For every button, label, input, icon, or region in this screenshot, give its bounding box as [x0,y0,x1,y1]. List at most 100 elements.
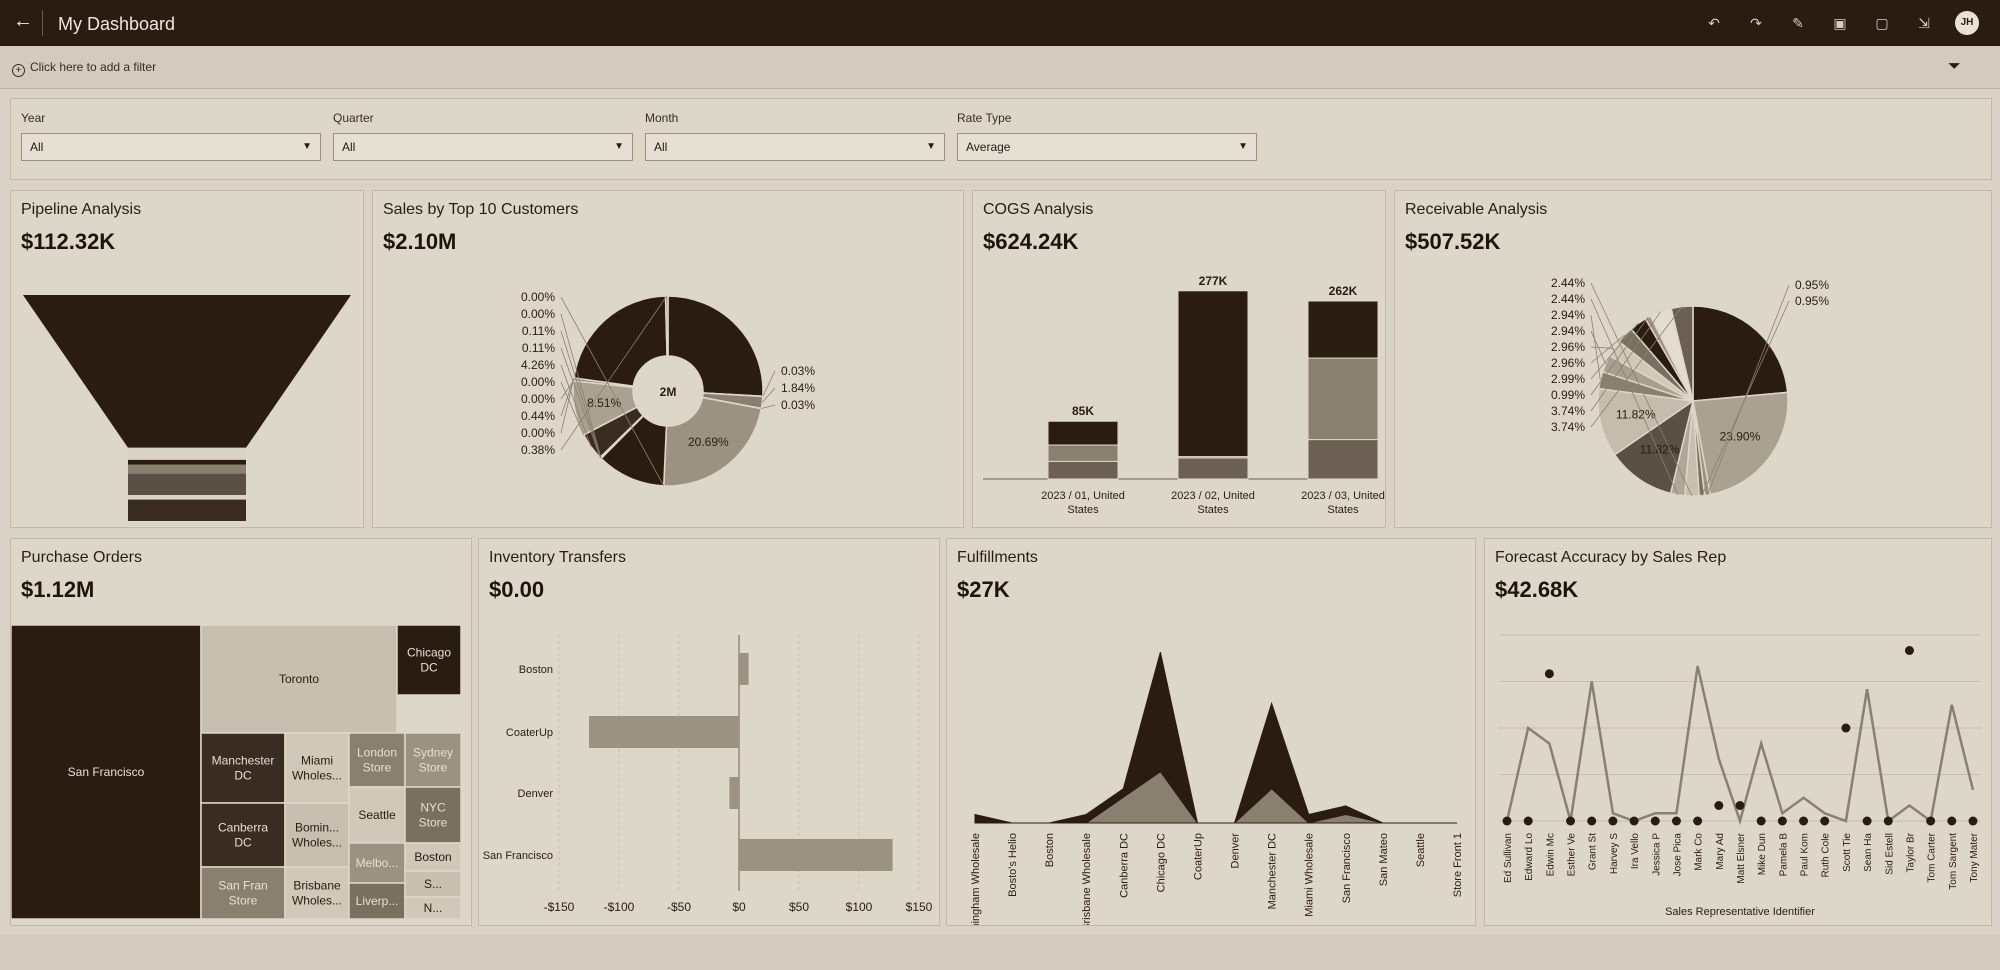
treemap-label: Bomin... [295,821,339,835]
tile-pipeline-analysis[interactable]: Pipeline Analysis $112.32K [10,190,364,528]
tile-inventory-transfers[interactable]: Inventory Transfers $0.00 -$150 -$100 -$50… [478,538,940,926]
tile-sales-top-customers[interactable]: Sales by Top 10 Customers $2.10M 23.55% 2… [372,190,964,528]
prompt-rate-type: Rate Type Average ▼ [957,111,1257,161]
data-point [1671,816,1681,826]
add-filter-link[interactable]: + Click here to add a filter [12,60,156,77]
funnel-stage [23,295,351,448]
x-tick-label: Mike Dun [1757,833,1768,875]
chevron-down-icon: ▼ [926,141,936,152]
rate-type-select[interactable]: Average ▼ [957,133,1257,161]
leader-line [761,404,776,409]
forecast-line-chart: Ed Sullivan Edward Lo Edwin Mc Esther Ve Gra… [1499,634,1981,918]
treemap-cell [200,866,286,920]
slice-label: 0.03% [781,398,815,412]
x-tick-label: Sean Ha [1863,833,1874,872]
tile-value: $27K [957,577,1010,602]
treemap-label: Canberra [218,821,268,835]
tile-value: $1.12M [21,577,95,602]
tile-forecast-accuracy[interactable]: Forecast Accuracy by Sales Rep $42.68K E… [1484,538,1992,926]
area-series [975,771,1457,824]
x-tick-label: Bosto's Helio [1007,833,1019,897]
tile-receivable-analysis[interactable]: Receivable Analysis $507.52K 23.90% 23.90… [1394,190,1992,528]
x-tick-label: Tom Sargent [1948,833,1959,890]
tile-cogs-analysis[interactable]: COGS Analysis $624.24K 85K 2023 / 01, Uni… [972,190,1386,528]
pie-slice [667,295,764,398]
undo-icon[interactable]: ↶ [1708,15,1720,31]
data-point [1693,816,1703,826]
avatar[interactable]: JH [1955,11,1979,35]
y-tick-label: Boston [519,664,553,676]
x-tick-label: Edward Lo [1524,833,1535,881]
slice-label: 3.74% [1551,420,1585,434]
funnel-stage [128,464,246,474]
quarter-select[interactable]: All ▼ [333,133,633,161]
slice-label: 2.99% [1551,372,1585,386]
treemap-label: Chicago [407,646,451,660]
slice-label: 2.94% [1551,324,1585,338]
slice-label: 1.84% [781,381,815,395]
data-point [1587,816,1597,826]
year-select[interactable]: All ▼ [21,133,321,161]
leader-line [560,313,602,459]
funnel-stage [128,473,246,496]
save-icon[interactable]: ▣ [1833,15,1847,31]
export-icon[interactable]: ⇲ [1918,15,1930,31]
select-value: Average [966,140,1011,154]
slice-label: 2.96% [1551,356,1585,370]
x-tick-label: States [1327,504,1359,516]
x-tick-label: Jessica P [1651,833,1662,876]
leader-line [1590,298,1679,495]
x-tick-label: Taylor Br [1905,832,1916,872]
tile-purchase-orders[interactable]: Purchase Orders $1.12M San Francisco Toro… [10,538,472,926]
y-tick-label: San Francisco [483,850,553,862]
treemap-label: Store [419,761,448,775]
x-tick-label: Boston [1044,833,1056,867]
purchase-treemap-chart: San FranciscoTorontoChicagoDCManchesterD… [11,624,462,920]
chevron-down-icon: ▼ [614,141,624,152]
back-arrow-icon[interactable]: ← [13,10,33,32]
slice-label: 20.36% [604,336,645,350]
month-select[interactable]: All ▼ [645,133,945,161]
edit-icon[interactable]: ✎ [1792,15,1804,31]
slice-label: 2.44% [1551,276,1585,290]
treemap-cell [284,802,350,868]
tile-title: Pipeline Analysis [21,201,142,218]
x-tick-label: Grant St [1588,833,1599,870]
tile-title: Inventory Transfers [489,549,626,566]
cogs-bar-chart: 85K 2023 / 01, United States 277K 2023 / 02,… [983,274,1385,516]
treemap-label: Melbo... [356,856,399,870]
bar-segment [1047,420,1119,446]
slice-label: 0.95% [1795,294,1829,308]
tile-value: $112.32K [21,229,116,254]
prompt-label: Month [645,111,679,125]
data-point [1841,723,1851,733]
leader-line [1590,311,1661,412]
tile-title: Sales by Top 10 Customers [383,201,579,218]
pie-slice [1670,305,1694,402]
slice-label: 11.82% [1616,408,1656,422]
slice-label: 0.00% [521,392,555,406]
x-tick-label: Pamela B [1778,833,1789,877]
pipeline-funnel-chart [23,295,351,521]
bar [739,839,893,871]
prompt-label: Rate Type [957,111,1012,125]
data-point [1968,816,1978,826]
leader-line [560,379,575,417]
filter-funnel-icon[interactable]: ⏷ [1948,58,1961,75]
treemap-cell [404,732,462,788]
pie-slice [1692,391,1789,496]
slice-label: 0.11% [522,324,555,338]
leader-line [1701,300,1790,496]
redo-icon[interactable]: ↷ [1750,15,1762,31]
header-divider [42,10,43,36]
tile-fulfillments[interactable]: Fulfillments $27K Birmingham Wholesale Bo… [946,538,1476,926]
y-tick-label: CoaterUp [506,727,553,739]
slice-label: 10.67% [622,444,663,458]
leader-line [1590,346,1614,349]
treemap-label: Liverp... [356,894,399,908]
filter-bar: + Click here to add a filter ⏷ [0,46,2000,89]
comment-icon[interactable]: ▢ [1875,15,1889,31]
leader-line [560,364,592,447]
bar [589,716,739,748]
pie-slice [662,396,763,487]
